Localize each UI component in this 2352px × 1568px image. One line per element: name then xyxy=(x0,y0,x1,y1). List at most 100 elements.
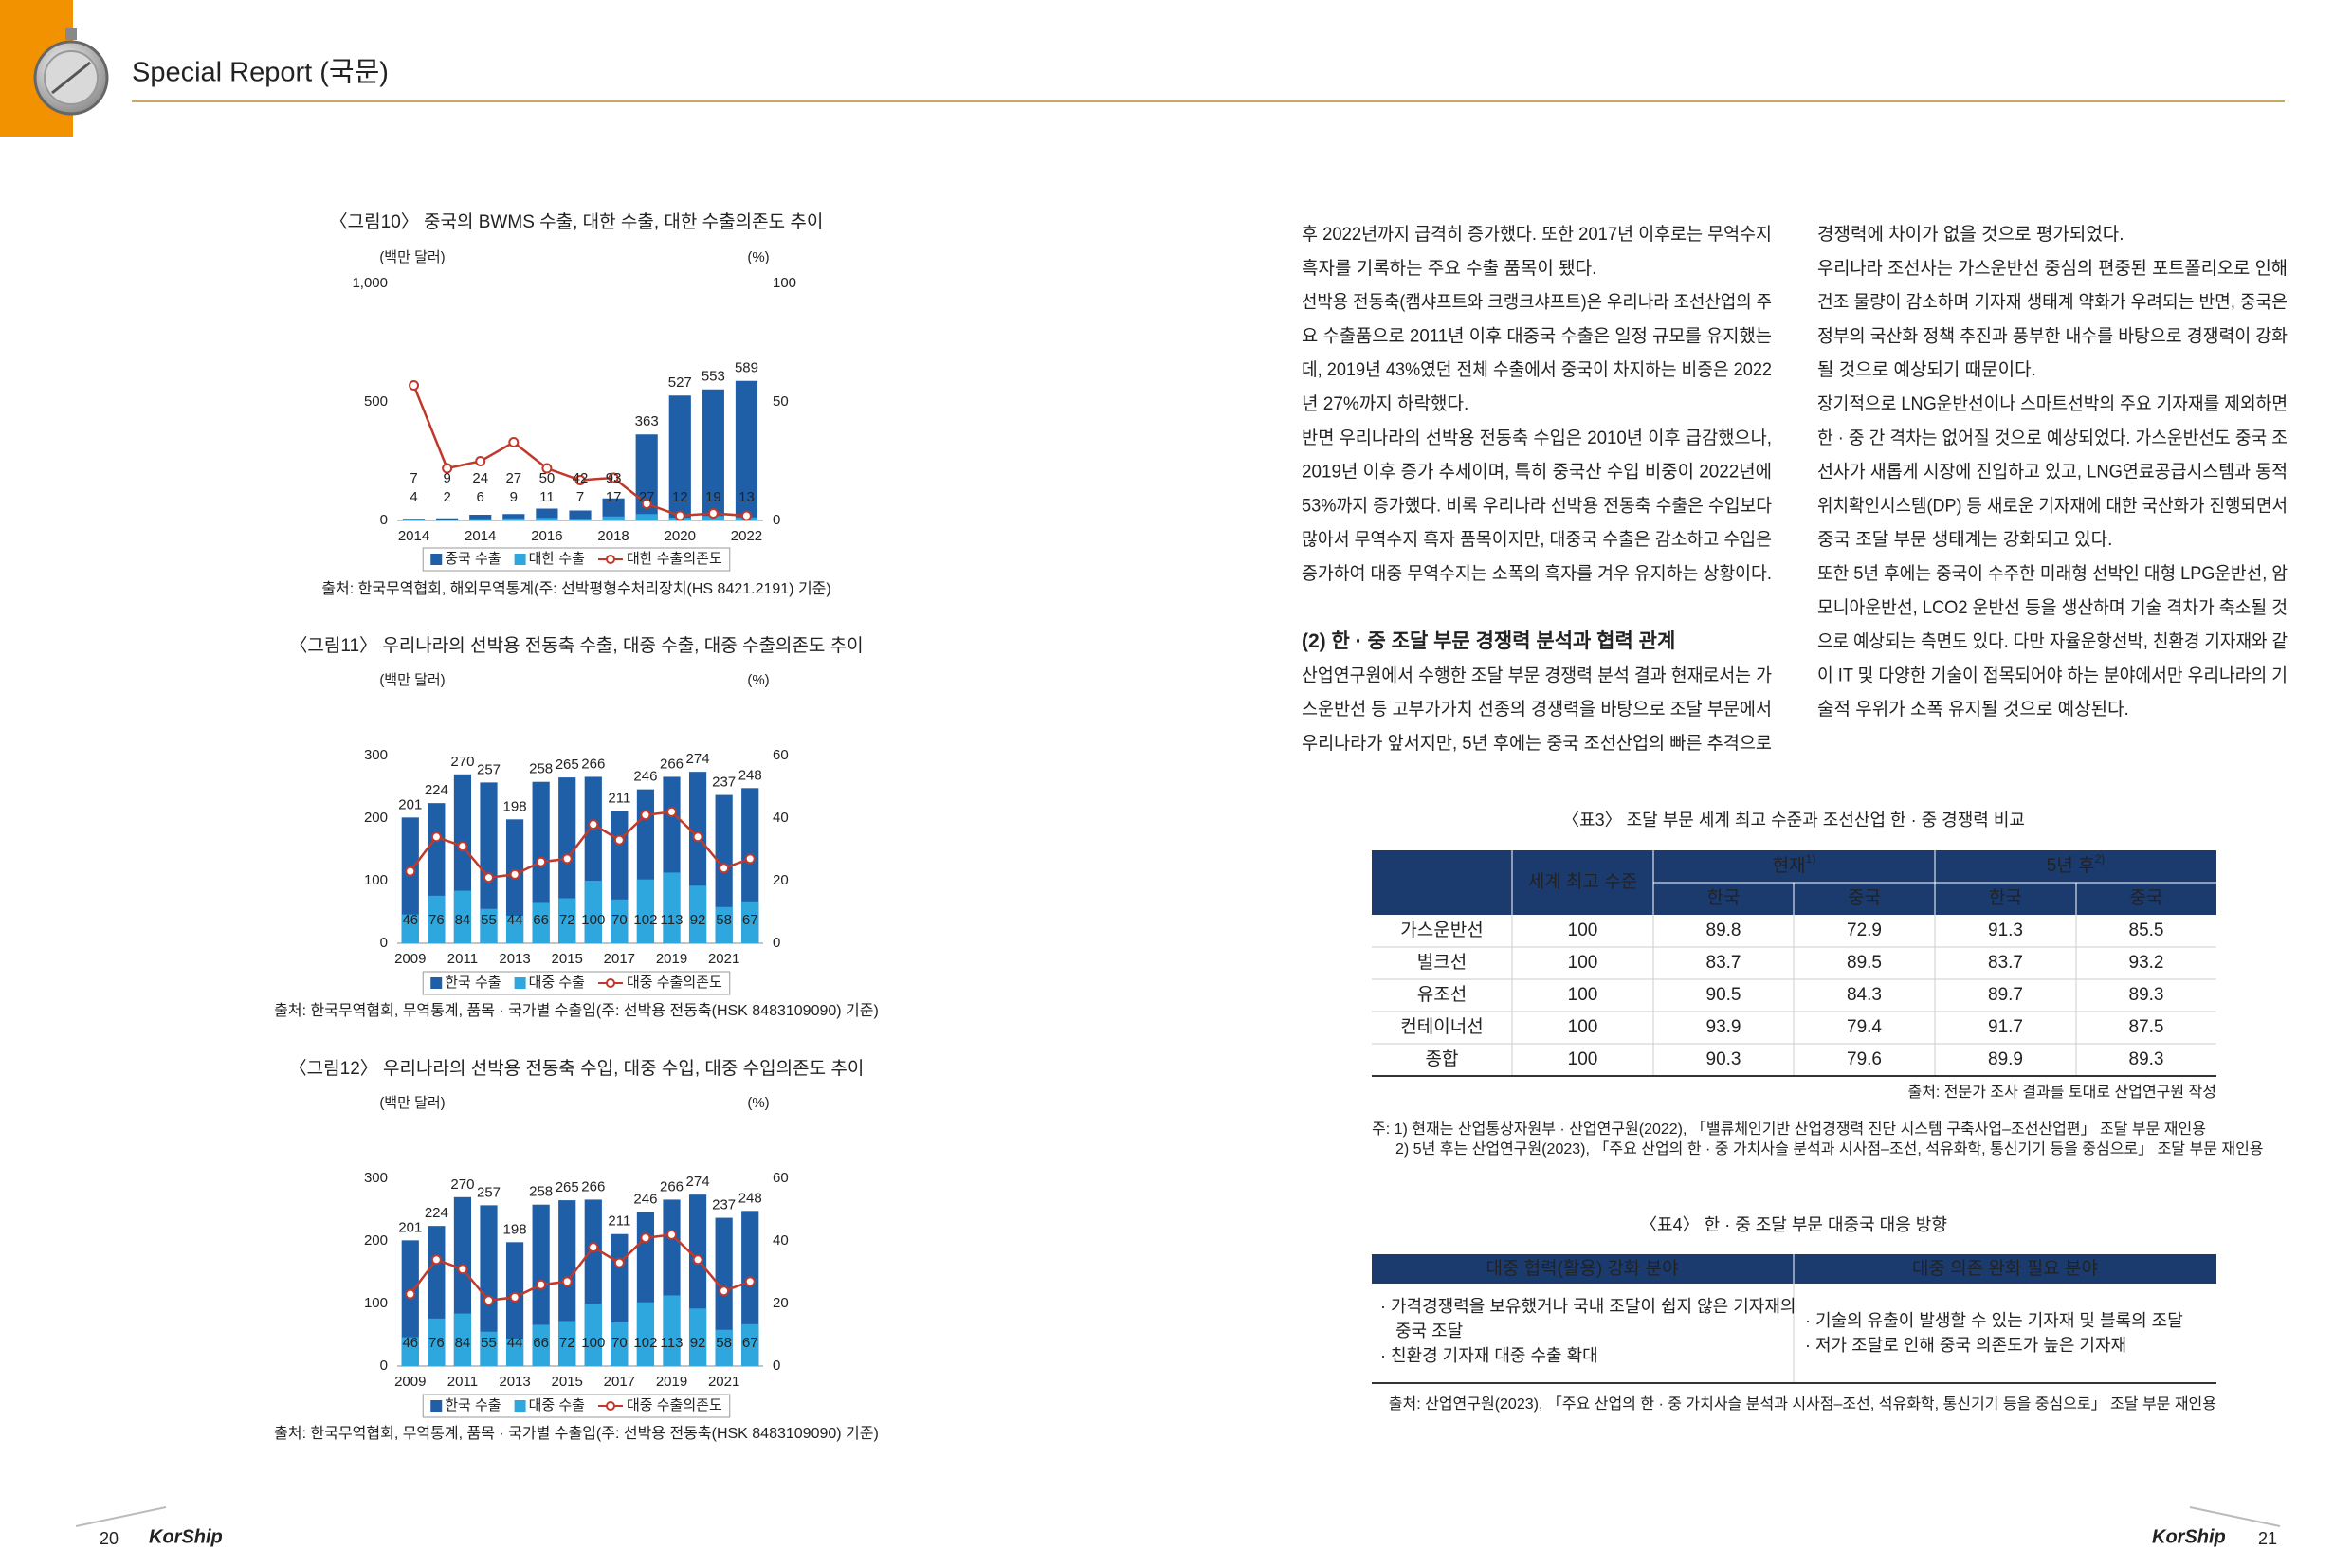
bar xyxy=(505,915,524,943)
value-label: 274 xyxy=(686,1174,710,1190)
value-label: 4 xyxy=(410,489,417,505)
table-cell: 83.7 xyxy=(1988,953,2023,973)
table-cell: 90.3 xyxy=(1706,1049,1741,1069)
line-marker xyxy=(719,863,730,874)
y2-tick-label: 60 xyxy=(773,747,789,763)
x-tick-label: 2009 xyxy=(394,951,426,967)
header-sub: 중국 xyxy=(2130,888,2163,908)
compass-icon xyxy=(33,28,109,116)
line-marker xyxy=(457,841,468,852)
line-marker xyxy=(536,856,547,867)
value-label: 211 xyxy=(608,1213,630,1230)
value-label: 198 xyxy=(503,798,527,814)
line-marker xyxy=(640,1232,651,1244)
y-axis-label: (백만 달러) xyxy=(379,249,445,265)
header-cell: 대중 의존 완화 필요 분야 xyxy=(1912,1258,2098,1279)
legend-box xyxy=(422,971,731,995)
legend-label: 한국 수출 xyxy=(445,975,501,991)
bar xyxy=(688,1308,707,1366)
y2-axis-label: (%) xyxy=(747,249,769,265)
line-marker xyxy=(409,380,420,391)
value-label: 6 xyxy=(477,489,484,505)
value-label: 198 xyxy=(503,1221,527,1237)
chart-title: 〈그림10〉 중국의 BWMS 수출, 대한 수출, 대한 수출의존도 추이 xyxy=(330,211,824,232)
y2-tick-label: 50 xyxy=(773,393,789,410)
value-label: 100 xyxy=(581,1335,605,1351)
line-marker xyxy=(541,463,553,474)
bar xyxy=(480,1331,498,1366)
legend-swatch xyxy=(430,977,443,989)
y2-tick-label: 0 xyxy=(773,1358,780,1374)
line-marker xyxy=(405,866,416,877)
bar xyxy=(401,914,419,943)
table-cell: 87.5 xyxy=(2129,1017,2164,1037)
table-cell: 89.9 xyxy=(1988,1049,2023,1069)
value-label: 246 xyxy=(633,769,657,785)
legend-label: 대중 수출의존도 xyxy=(627,1397,722,1413)
section-heading: (2) 한 · 중 조달 부문 경쟁력 분석과 협력 관계 xyxy=(1302,630,1675,652)
value-label: 70 xyxy=(611,1335,628,1351)
legend-label: 대중 수출 xyxy=(529,1397,585,1413)
table-cell: 가스운반선 xyxy=(1400,920,1483,940)
body-line: 경쟁력에 차이가 없을 것으로 평가되었다. xyxy=(1817,224,2124,245)
body-line: 스운반선 등 고부가가치 선종의 경쟁력을 바탕으로 조달 부문에서 xyxy=(1302,699,1772,720)
table-note: 2) 5년 후는 산업연구원(2023), 「주요 산업의 한 · 중 가치사슬… xyxy=(1395,1140,2264,1158)
value-label: 55 xyxy=(481,1335,497,1351)
value-label: 265 xyxy=(556,1179,579,1195)
value-label: 224 xyxy=(425,782,448,798)
x-tick-label: 2015 xyxy=(552,1374,583,1390)
y-tick-label: 200 xyxy=(364,810,388,826)
x-tick-label: 2019 xyxy=(656,1374,687,1390)
y2-tick-label: 0 xyxy=(773,512,780,528)
body-line: 선사가 새롭게 시장에 진입하고 있고, LNG연료공급시스템과 동적 xyxy=(1817,462,2288,483)
value-label: 17 xyxy=(606,489,622,505)
table-cell: 89.5 xyxy=(1847,953,1882,973)
y-tick-label: 1,000 xyxy=(352,275,388,291)
line-marker xyxy=(508,437,520,447)
line-marker xyxy=(608,472,619,483)
legend-item: 대한 수출 xyxy=(514,551,585,567)
y-tick-label: 0 xyxy=(380,935,388,951)
value-label: 266 xyxy=(581,1178,605,1194)
table-cell: 100 xyxy=(1568,953,1598,973)
line-marker xyxy=(588,1242,599,1253)
body-line: 후 2022년까지 급격히 증가했다. 또한 2017년 이후로는 무역수지 xyxy=(1302,224,1772,245)
value-label: 46 xyxy=(402,1335,418,1351)
value-label: 2 xyxy=(443,489,450,505)
bar xyxy=(505,1242,524,1366)
table-cell: 89.3 xyxy=(2129,1049,2164,1069)
body-line: 우리나라가 앞서지만, 5년 후에는 중국 조선산업의 빠른 추격으로 xyxy=(1302,733,1772,754)
value-label: 84 xyxy=(455,1335,471,1351)
value-label: 7 xyxy=(410,470,417,486)
bar xyxy=(558,898,576,943)
value-label: 102 xyxy=(633,912,657,928)
x-tick-label: 2013 xyxy=(499,1374,530,1390)
body-line: 으로 예상되는 측면도 있다. 다만 자율운항선박, 친환경 기자재와 같 xyxy=(1817,631,2288,652)
header-cell: 세계 최고 수준 xyxy=(1528,871,1637,892)
bar xyxy=(569,519,592,520)
bar xyxy=(480,1205,498,1366)
bar xyxy=(611,899,629,943)
value-label: 44 xyxy=(507,1335,523,1351)
header-note: 1) xyxy=(1806,852,1816,866)
table-cell: · 저가 조달로 인해 중국 의존도가 높은 기자재 xyxy=(1805,1336,2126,1355)
value-label: 363 xyxy=(635,413,659,429)
header-group-label: 현재 xyxy=(1773,855,1806,876)
bar xyxy=(469,515,492,520)
body-line: 건조 물량이 감소하며 기자재 생태계 약화가 우려되는 반면, 중국은 xyxy=(1817,292,2288,313)
bar xyxy=(688,885,707,943)
body-line: 또한 5년 후에는 중국이 수주한 미래형 선박인 대형 LPG운반선, 암 xyxy=(1817,563,2288,584)
legend-item: 대한 수출의존도 xyxy=(597,551,722,567)
value-label: 58 xyxy=(716,1335,732,1351)
bar xyxy=(741,901,759,943)
legend-swatch xyxy=(514,554,526,565)
y-tick-label: 300 xyxy=(364,1170,388,1186)
x-tick-label: 2013 xyxy=(499,951,530,967)
bar xyxy=(505,819,524,943)
line-marker xyxy=(666,1229,677,1240)
line-marker xyxy=(588,819,599,830)
line-marker xyxy=(442,463,453,474)
value-label: 257 xyxy=(477,761,501,777)
table-title: 〈표4〉 한 · 중 조달 부문 대중국 대응 방향 xyxy=(1640,1215,1947,1234)
legend-swatch xyxy=(430,554,443,565)
